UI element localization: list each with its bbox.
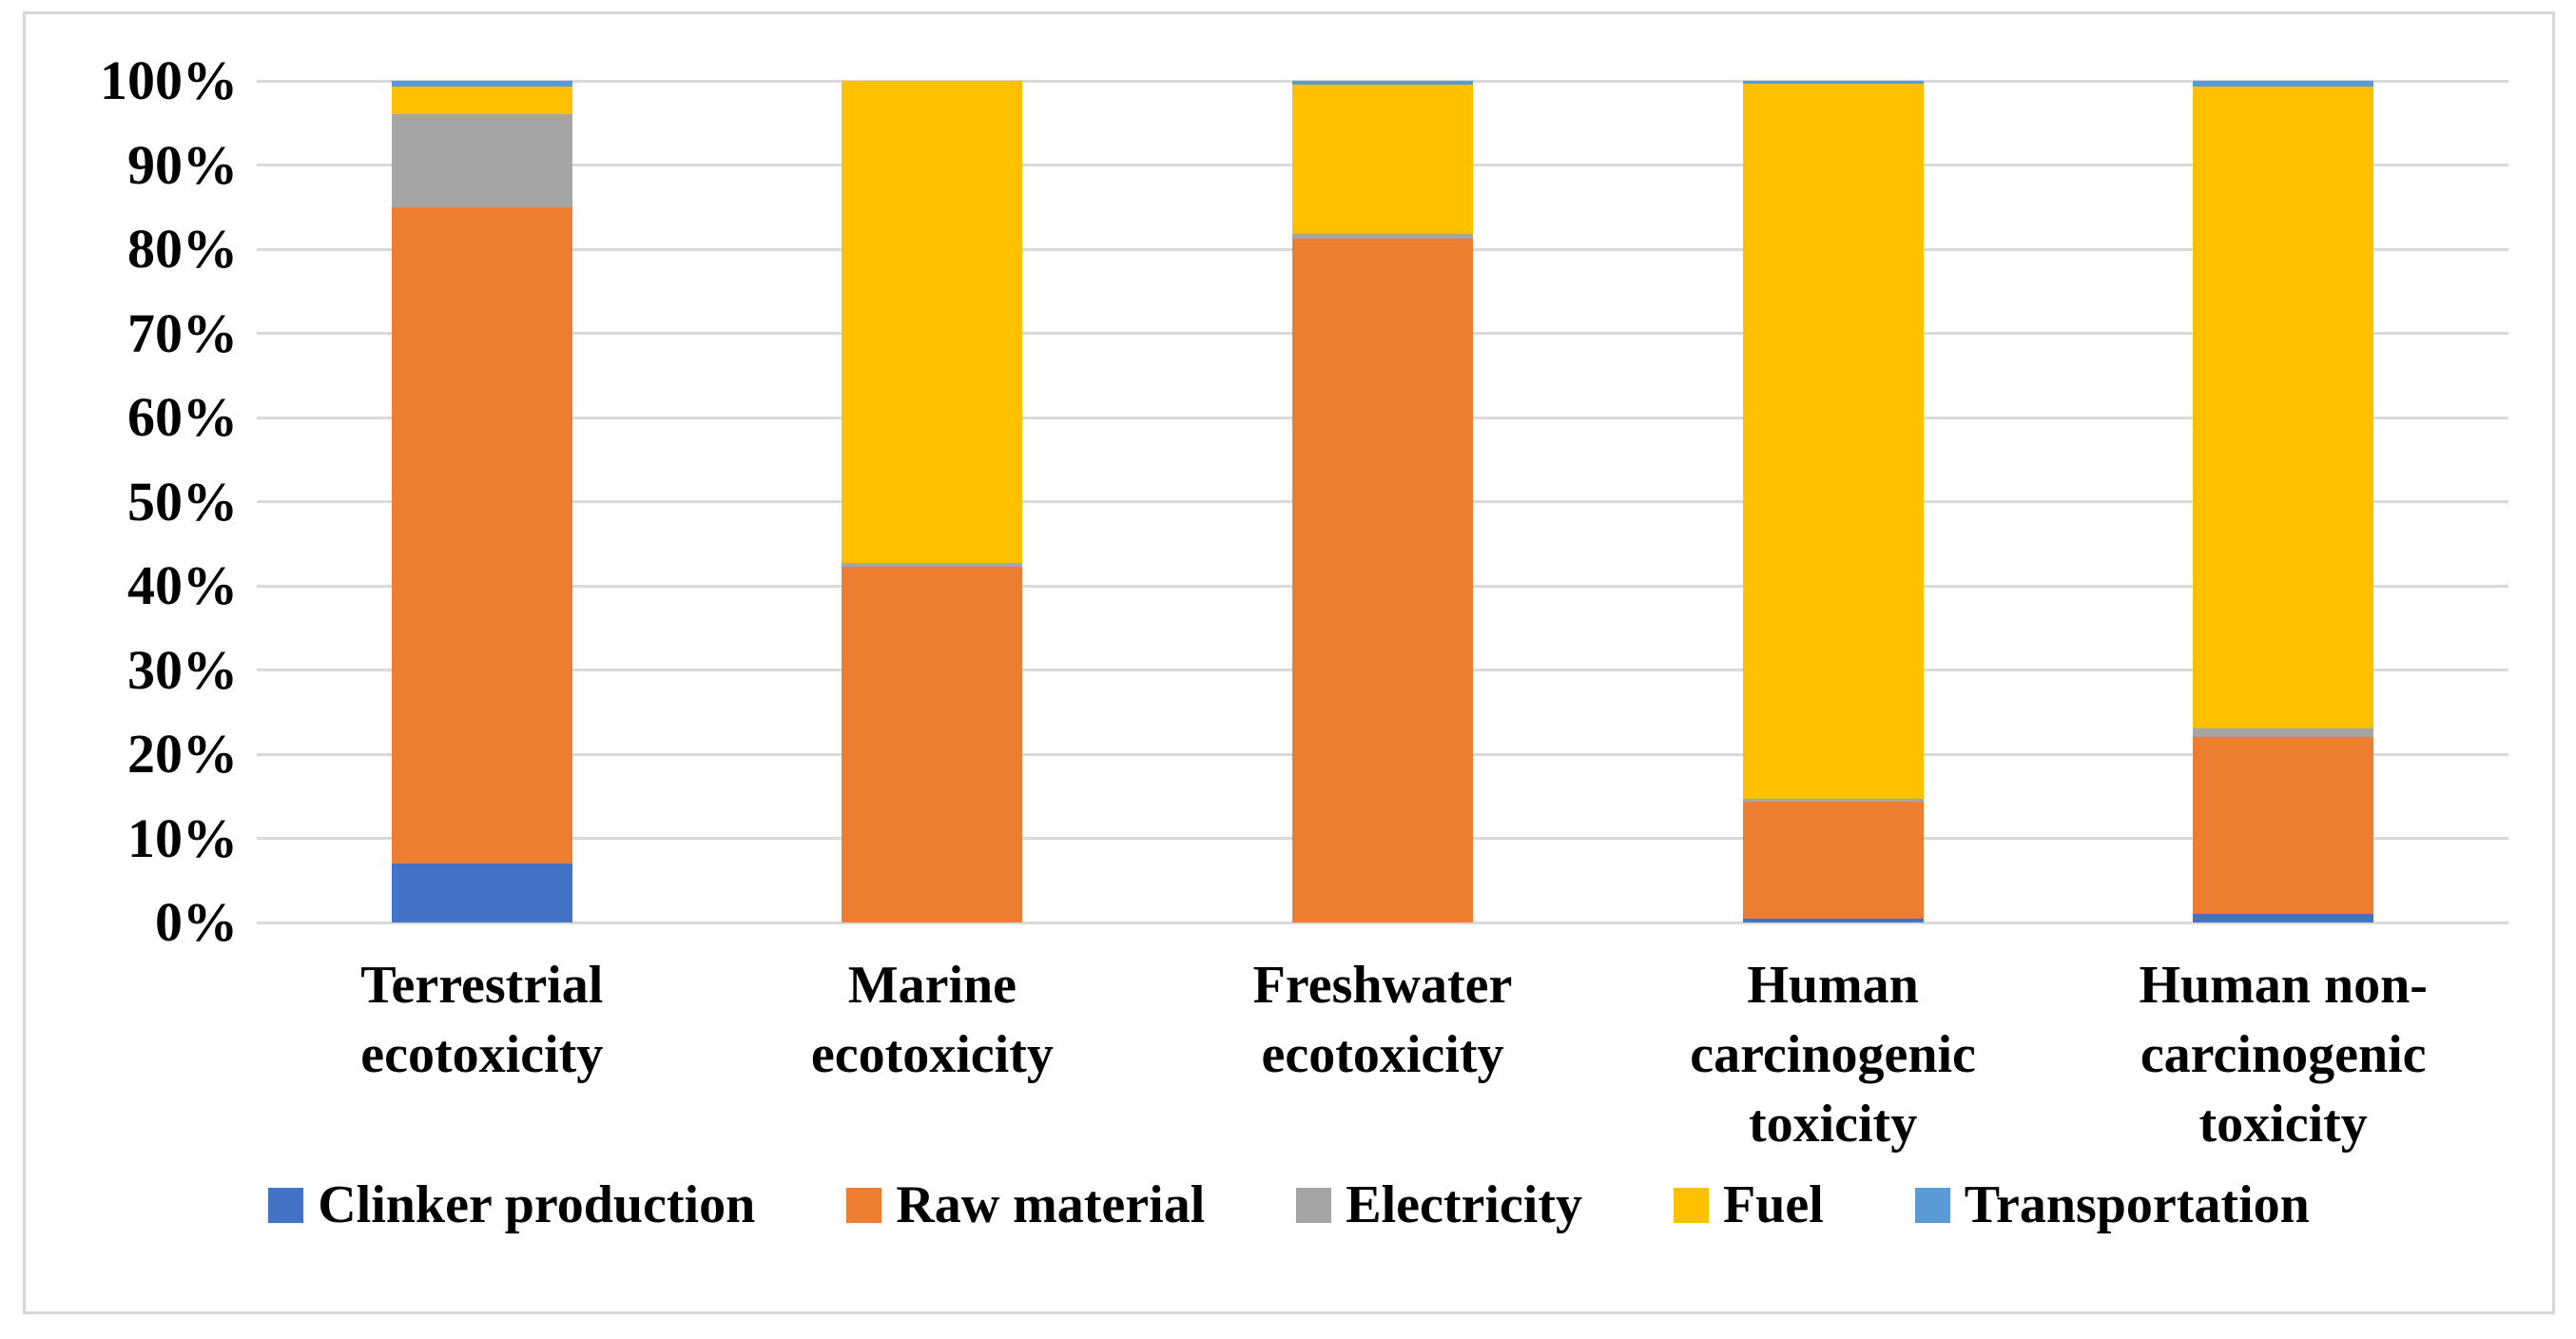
plot-area: 0% 10% 20% 30% 40% 50% 60% 70% 80% 90% 100% xyxy=(100,53,2508,950)
bar-segment-raw-material xyxy=(391,206,572,864)
bar-segment-raw-material xyxy=(1742,801,1924,919)
y-tick-label: 0% xyxy=(155,891,238,953)
bar-human-non-carcinogenic-toxicity xyxy=(2193,81,2374,922)
y-tick-label: 90% xyxy=(127,133,238,196)
bar-segment-clinker-production xyxy=(2193,914,2374,922)
bar-segment-electricity xyxy=(1742,798,1924,802)
bar-segment-clinker-production xyxy=(1742,918,1924,922)
bars-container xyxy=(257,81,2508,922)
x-category-label: Marine ecotoxicity xyxy=(707,951,1158,1159)
y-tick-label: 100% xyxy=(100,49,238,111)
bar-segment-electricity xyxy=(2193,728,2374,738)
bar-segment-transportation xyxy=(1742,81,1924,84)
bar-segment-raw-material xyxy=(2193,737,2374,915)
x-category-label-line: Terrestrial xyxy=(360,956,604,1015)
legend-label: Raw material xyxy=(896,1175,1206,1234)
bar-segment-fuel xyxy=(2193,87,2374,729)
chart-frame: 0% 10% 20% 30% 40% 50% 60% 70% 80% 90% 100% Terres… xyxy=(23,11,2555,1314)
bar-segment-fuel xyxy=(842,81,1023,564)
x-category-label-line: Human non- xyxy=(2139,956,2428,1015)
x-category-label: Human non-carcinogenic toxicity xyxy=(2058,951,2508,1159)
x-category-label-line: toxicity xyxy=(1748,1095,1918,1154)
y-tick-label: 70% xyxy=(127,301,238,364)
y-tick-label: 80% xyxy=(127,218,238,280)
x-category-label: Human carcinogenic toxicity xyxy=(1608,951,2059,1159)
bar-segment-electricity xyxy=(1291,234,1473,239)
legend-label: Electricity xyxy=(1346,1175,1583,1234)
bar-slot xyxy=(257,81,707,922)
legend: Clinker production Raw material Electricit… xyxy=(54,1176,2524,1233)
legend-item-clinker-production: Clinker production xyxy=(268,1176,755,1233)
x-axis-labels: Terrestrial ecotoxicity Marine ecotoxicity F… xyxy=(257,951,2508,1159)
legend-label: Clinker production xyxy=(318,1175,756,1234)
bar-segment-transportation xyxy=(1291,81,1473,86)
y-tick-label: 10% xyxy=(127,806,238,869)
x-category-label-line: ecotoxicity xyxy=(810,1025,1054,1084)
x-category-label-line: Marine xyxy=(847,956,1017,1015)
legend-label: Fuel xyxy=(1723,1175,1824,1234)
legend-swatch-icon xyxy=(1674,1187,1710,1223)
bar-segment-electricity xyxy=(391,114,572,207)
bar-slot xyxy=(1608,81,2059,922)
bar-terrestrial-ecotoxicity xyxy=(391,81,572,922)
bar-segment-raw-material xyxy=(1291,238,1473,922)
bar-segment-transportation xyxy=(2193,81,2374,87)
bar-marine-ecotoxicity xyxy=(842,81,1023,922)
bar-slot xyxy=(707,81,1158,922)
bar-segment-clinker-production xyxy=(391,864,572,922)
y-axis: 0% 10% 20% 30% 40% 50% 60% 70% 80% 90% 100% xyxy=(33,53,238,950)
x-category-label-line: toxicity xyxy=(2198,1095,2368,1154)
x-category-label-line: Freshwater xyxy=(1252,956,1513,1015)
y-tick-label: 50% xyxy=(127,470,238,533)
bar-segment-electricity xyxy=(842,563,1023,567)
legend-label: Transportation xyxy=(1964,1175,2310,1234)
legend-item-transportation: Transportation xyxy=(1914,1175,2310,1234)
gridline-100% xyxy=(257,79,2508,83)
legend-swatch-icon xyxy=(846,1187,882,1223)
legend-item-raw-material: Raw material xyxy=(846,1176,1205,1233)
x-category-label: Terrestrial ecotoxicity xyxy=(257,951,707,1159)
x-category-label-line: ecotoxicity xyxy=(1261,1025,1504,1084)
y-tick-label: 60% xyxy=(127,386,238,448)
bar-slot xyxy=(1157,81,1608,922)
x-category-label: Freshwater ecotoxicity xyxy=(1157,951,1608,1159)
legend-item-electricity: Electricity xyxy=(1296,1176,1582,1233)
legend-item-fuel: Fuel xyxy=(1674,1176,1824,1233)
legend-swatch-icon xyxy=(268,1187,304,1223)
bar-segment-transportation xyxy=(391,81,572,87)
y-tick-label: 20% xyxy=(127,723,238,785)
bar-human-carcinogenic-toxicity xyxy=(1742,81,1924,922)
x-category-label-line: carcinogenic xyxy=(1690,1025,1976,1084)
x-category-label-line: Human xyxy=(1747,956,1919,1015)
legend-swatch-icon xyxy=(1296,1187,1332,1223)
bar-freshwater-ecotoxicity xyxy=(1291,81,1473,922)
gridline-0% xyxy=(257,921,2508,924)
bar-segment-fuel xyxy=(1291,85,1473,235)
x-category-label-line: carcinogenic xyxy=(2140,1025,2427,1084)
bar-segment-fuel xyxy=(391,87,572,115)
x-category-label-line: ecotoxicity xyxy=(360,1025,604,1084)
y-tick-label: 30% xyxy=(127,638,238,701)
bar-segment-raw-material xyxy=(842,566,1023,922)
bar-slot xyxy=(2058,81,2508,922)
bar-segment-fuel xyxy=(1742,83,1924,799)
y-tick-label: 40% xyxy=(127,554,238,616)
legend-swatch-icon xyxy=(1914,1187,1950,1223)
